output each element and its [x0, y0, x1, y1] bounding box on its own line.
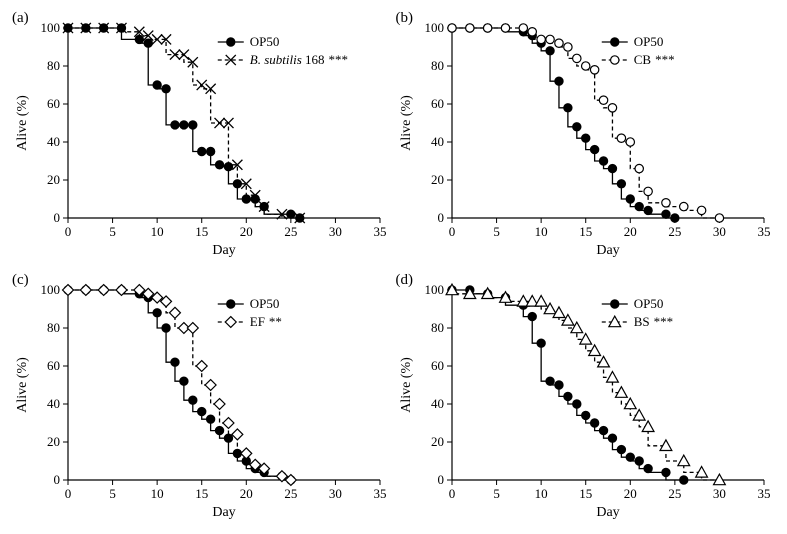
svg-text:Alive (%): Alive (%) — [15, 357, 30, 413]
svg-text:0: 0 — [437, 472, 444, 487]
svg-text:40: 40 — [47, 134, 60, 149]
svg-text:60: 60 — [431, 96, 444, 111]
panel-label-b: (b) — [396, 10, 414, 27]
svg-text:0: 0 — [54, 210, 61, 225]
svg-text:Alive (%): Alive (%) — [15, 95, 30, 151]
svg-text:60: 60 — [431, 358, 444, 373]
svg-text:40: 40 — [431, 134, 444, 149]
svg-text:5: 5 — [493, 224, 500, 239]
svg-text:Alive (%): Alive (%) — [399, 95, 414, 151]
svg-text:10: 10 — [151, 486, 164, 501]
svg-text:OP50: OP50 — [250, 296, 280, 311]
svg-text:20: 20 — [431, 172, 444, 187]
svg-text:20: 20 — [47, 434, 60, 449]
svg-text:10: 10 — [534, 486, 547, 501]
panel-d: (d) 0 5 10 15 20 25 30 35 0 20 40 60 80 100 Day Alive (… — [394, 272, 778, 524]
svg-text:5: 5 — [109, 486, 116, 501]
chart-c: 0 5 10 15 20 25 30 35 0 20 40 60 80 100 Day Alive (%) OP… — [10, 272, 390, 524]
svg-text:40: 40 — [431, 396, 444, 411]
svg-text:20: 20 — [240, 224, 253, 239]
svg-text:0: 0 — [65, 486, 72, 501]
svg-text:0: 0 — [437, 210, 444, 225]
svg-text:BS***: BS*** — [633, 314, 672, 329]
svg-text:30: 30 — [329, 486, 342, 501]
svg-text:0: 0 — [54, 472, 61, 487]
svg-text:40: 40 — [47, 396, 60, 411]
svg-text:80: 80 — [431, 58, 444, 73]
svg-text:80: 80 — [47, 320, 60, 335]
chart-b: 0 5 10 15 20 25 30 35 0 20 40 60 80 100 Day Alive (%) OP… — [394, 10, 774, 262]
svg-text:30: 30 — [329, 224, 342, 239]
svg-text:60: 60 — [47, 358, 60, 373]
svg-text:0: 0 — [448, 486, 455, 501]
svg-text:15: 15 — [579, 224, 592, 239]
svg-text:Day: Day — [212, 243, 235, 258]
svg-text:CB***: CB*** — [633, 52, 674, 67]
svg-text:Day: Day — [212, 505, 235, 520]
svg-text:OP50: OP50 — [250, 34, 280, 49]
svg-text:5: 5 — [109, 224, 116, 239]
svg-text:30: 30 — [712, 224, 725, 239]
chart-d: 0 5 10 15 20 25 30 35 0 20 40 60 80 100 Day Alive (%) OP… — [394, 272, 774, 524]
svg-text:0: 0 — [65, 224, 72, 239]
svg-text:25: 25 — [284, 486, 297, 501]
panel-c: (c) 0 5 10 15 20 25 30 35 0 20 40 60 80 100 Day Alive (… — [10, 272, 394, 524]
svg-text:20: 20 — [240, 486, 253, 501]
svg-text:EF**: EF** — [250, 314, 282, 329]
svg-text:10: 10 — [534, 224, 547, 239]
svg-text:15: 15 — [195, 224, 208, 239]
figure-grid: (a) 05101520253035020406080100DayAlive (… — [10, 10, 777, 524]
svg-text:60: 60 — [47, 96, 60, 111]
svg-text:Day: Day — [596, 243, 619, 258]
svg-text:10: 10 — [151, 224, 164, 239]
panel-label-c: (c) — [12, 272, 29, 289]
svg-text:25: 25 — [668, 224, 681, 239]
svg-text:Day: Day — [596, 505, 619, 520]
svg-text:30: 30 — [712, 486, 725, 501]
svg-text:5: 5 — [493, 486, 500, 501]
svg-text:15: 15 — [195, 486, 208, 501]
svg-text:25: 25 — [668, 486, 681, 501]
chart-a: 0 5 10 15 20 25 30 35 0 20 40 60 80 100 Day Alive (%) OP… — [10, 10, 390, 262]
svg-text:100: 100 — [41, 282, 61, 297]
svg-text:80: 80 — [47, 58, 60, 73]
panel-label-a: (a) — [12, 10, 29, 27]
svg-text:80: 80 — [431, 320, 444, 335]
svg-text:0: 0 — [448, 224, 455, 239]
svg-text:25: 25 — [284, 224, 297, 239]
svg-text:OP50: OP50 — [633, 34, 663, 49]
svg-text:35: 35 — [374, 224, 387, 239]
svg-text:20: 20 — [623, 486, 636, 501]
panel-label-d: (d) — [396, 272, 414, 289]
svg-text:35: 35 — [757, 224, 770, 239]
svg-text:B. subtilis 168***: B. subtilis 168*** — [250, 52, 348, 67]
svg-text:20: 20 — [431, 434, 444, 449]
svg-text:100: 100 — [41, 20, 61, 35]
svg-text:20: 20 — [623, 224, 636, 239]
svg-text:100: 100 — [424, 282, 444, 297]
svg-text:15: 15 — [579, 486, 592, 501]
svg-text:Alive (%): Alive (%) — [399, 357, 414, 413]
svg-text:35: 35 — [374, 486, 387, 501]
svg-text:100: 100 — [424, 20, 444, 35]
svg-text:35: 35 — [757, 486, 770, 501]
svg-text:20: 20 — [47, 172, 60, 187]
svg-text:OP50: OP50 — [633, 296, 663, 311]
panel-b: (b) 0 5 10 15 20 25 30 35 0 20 40 60 80 100 Day Alive (… — [394, 10, 778, 262]
panel-a: (a) 0 5 10 15 20 25 30 35 0 20 40 60 80 100 Day Alive (… — [10, 10, 394, 262]
